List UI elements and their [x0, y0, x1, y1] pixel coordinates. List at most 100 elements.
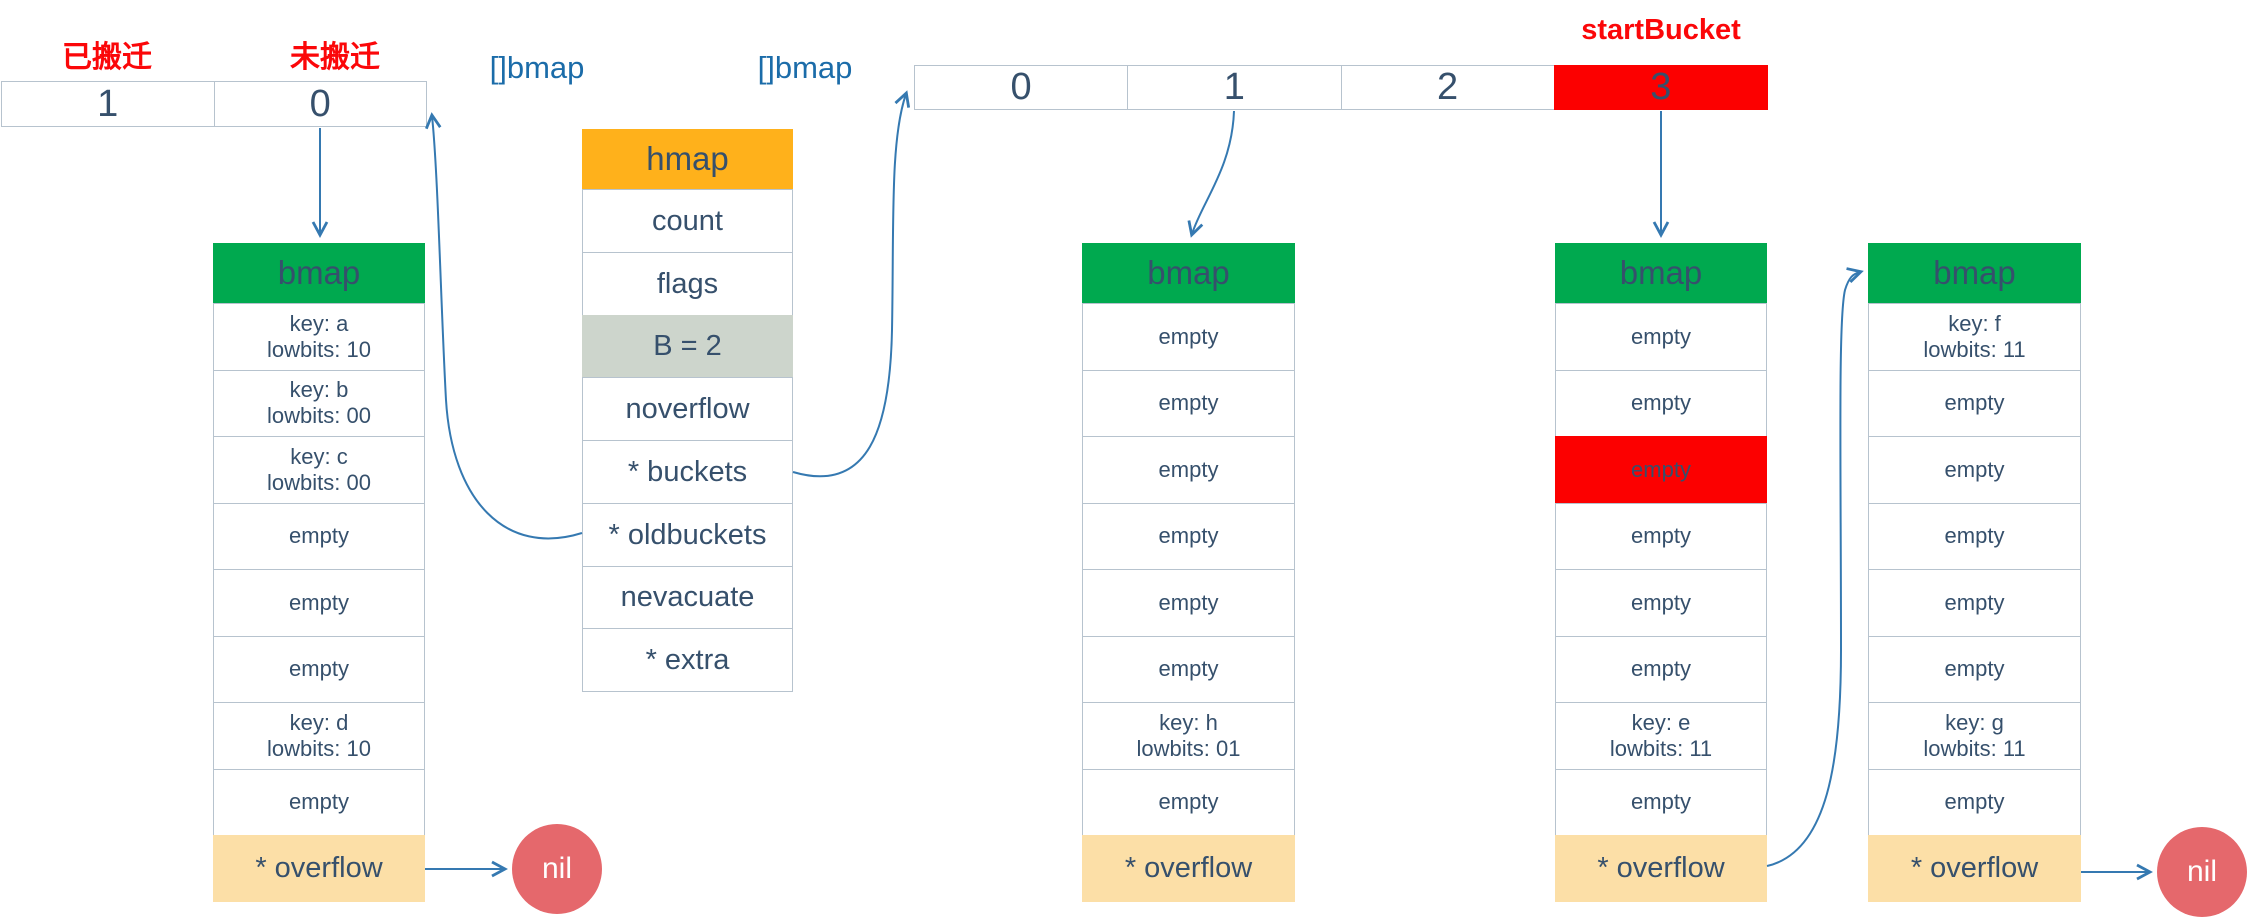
slot-line: empty — [1158, 656, 1219, 682]
bucket-column-3: bmap empty empty empty empty empty empty… — [1555, 243, 1767, 902]
bucket-1-slot-3: empty — [213, 502, 425, 570]
slice-label-buckets: []bmap — [757, 50, 853, 85]
bucket-3-overflow: * overflow — [1555, 835, 1767, 902]
slot-line: empty — [1631, 523, 1691, 549]
slot-line: lowbits: 11 — [1923, 735, 2026, 761]
bucket-3-slot-0: empty — [1555, 303, 1767, 371]
bucket-4-slot-0: key: f lowbits: 11 — [1868, 303, 2081, 371]
bucket-3-title: bmap — [1555, 243, 1767, 304]
bucket-4-slot-5: empty — [1868, 635, 2081, 703]
slot-line: empty — [1631, 390, 1691, 416]
bucket-4-slot-1: empty — [1868, 369, 2081, 437]
bucket-4-title: bmap — [1868, 243, 2081, 304]
slot-line: lowbits: 00 — [267, 469, 371, 495]
slot-line: key: d — [289, 709, 349, 735]
slot-line: key: g — [1945, 709, 2004, 735]
bucket-1-slot-0: key: a lowbits: 10 — [213, 303, 425, 371]
bucket-4-slot-3: empty — [1868, 502, 2081, 570]
bucket-column-1: bmap key: a lowbits: 10 key: b lowbits: … — [213, 243, 425, 902]
slot-line: empty — [1944, 589, 2005, 615]
arrow-bucket3-overflow-to-bucket4 — [1766, 267, 1864, 867]
slot-line: empty — [1944, 789, 2005, 815]
bucket-4-slot-2: empty — [1868, 436, 2081, 504]
slot-line: empty — [1944, 456, 2005, 482]
bucket-2-slot-3: empty — [1082, 502, 1295, 570]
bucket-1-overflow: * overflow — [213, 835, 425, 902]
slot-line: lowbits: 11 — [1923, 336, 2026, 362]
hmap-struct-title: hmap — [582, 129, 793, 190]
hmap-field-b: B = 2 — [582, 314, 793, 379]
bucket-4-slot-7: empty — [1868, 768, 2081, 836]
label-evacuated: 已搬迁 — [62, 41, 152, 74]
hmap-field-count: count — [582, 189, 793, 253]
bucket-1-slot-5: empty — [213, 635, 425, 703]
hmap-field-oldbuckets: * oldbuckets — [582, 502, 793, 567]
slot-line: empty — [1158, 523, 1219, 549]
label-not-evacuated: 未搬迁 — [290, 41, 380, 74]
slot-line: empty — [1158, 323, 1219, 349]
bucket-2-slot-4: empty — [1082, 569, 1295, 637]
bucket-2-slot-5: empty — [1082, 635, 1295, 703]
slot-line: key: f — [1948, 310, 2001, 336]
bucket-2-slot-6: key: h lowbits: 01 — [1082, 702, 1295, 770]
new-bucket-cell-1: 1 — [1127, 65, 1342, 110]
bucket-2-title: bmap — [1082, 243, 1295, 304]
bucket-3-slot-3: empty — [1555, 502, 1767, 570]
slot-line: empty — [1631, 789, 1691, 815]
hmap-field-nevacuate: nevacuate — [582, 565, 793, 630]
slot-line: empty — [1158, 589, 1219, 615]
slot-line: empty — [1158, 456, 1219, 482]
hmap-field-flags: flags — [582, 251, 793, 316]
bucket-1-slot-6: key: d lowbits: 10 — [213, 702, 425, 770]
old-buckets-array: 1 0 — [1, 81, 427, 127]
bucket-3-slot-7: empty — [1555, 768, 1767, 836]
slot-line: empty — [1631, 656, 1691, 682]
new-bucket-cell-2: 2 — [1340, 65, 1555, 110]
slot-line: empty — [1631, 589, 1691, 615]
slot-line: empty — [289, 656, 349, 682]
slot-line: empty — [1158, 390, 1219, 416]
slot-line: empty — [1631, 323, 1691, 349]
bucket-1-slot-2: key: c lowbits: 00 — [213, 436, 425, 504]
slot-line: key: e — [1631, 709, 1691, 735]
new-buckets-array: 0 1 2 3 — [914, 65, 1768, 110]
slot-line: key: h — [1159, 709, 1218, 735]
bucket-4-slot-4: empty — [1868, 569, 2081, 637]
nil-node-right: nil — [2157, 827, 2247, 917]
slot-line: key: a — [289, 310, 349, 336]
bucket-3-slot-2-highlighted: empty — [1555, 436, 1767, 504]
slot-line: lowbits: 00 — [267, 403, 371, 429]
slot-line: empty — [1944, 390, 2005, 416]
slot-line: lowbits: 11 — [1609, 735, 1713, 761]
old-bucket-cell-1: 0 — [213, 81, 427, 127]
bucket-2-slot-0: empty — [1082, 303, 1295, 371]
slot-line: empty — [289, 789, 349, 815]
slot-line: key: b — [289, 377, 349, 403]
new-bucket-cell-3-highlighted: 3 — [1553, 65, 1768, 110]
bucket-column-4: bmap key: f lowbits: 11 empty empty empt… — [1868, 243, 2081, 902]
bucket-2-slot-2: empty — [1082, 436, 1295, 504]
slot-line: empty — [289, 589, 349, 615]
slot-line: empty — [1158, 789, 1219, 815]
slot-line: lowbits: 10 — [267, 735, 371, 761]
bucket-4-overflow: * overflow — [1868, 835, 2081, 902]
new-bucket-cell-0: 0 — [914, 65, 1129, 110]
bucket-4-slot-6: key: g lowbits: 11 — [1868, 702, 2081, 770]
old-bucket-cell-0: 1 — [1, 81, 215, 127]
slot-line: lowbits: 10 — [267, 336, 371, 362]
bucket-column-2: bmap empty empty empty empty empty empty… — [1082, 243, 1295, 902]
arrow-oldbuckets-to-old-array — [425, 112, 583, 540]
bucket-3-slot-4: empty — [1555, 569, 1767, 637]
hmap-struct: hmap count flags B = 2 noverflow * bucke… — [582, 129, 793, 692]
bucket-3-slot-5: empty — [1555, 635, 1767, 703]
slot-line: empty — [289, 523, 349, 549]
bucket-2-overflow: * overflow — [1082, 835, 1295, 902]
bucket-2-slot-7: empty — [1082, 768, 1295, 836]
hmap-field-noverflow: noverflow — [582, 377, 793, 441]
arrow-buckets-to-new-array — [792, 90, 911, 478]
bucket-1-title: bmap — [213, 243, 425, 304]
hmap-field-buckets: * buckets — [582, 440, 793, 504]
slot-line: empty — [1631, 456, 1691, 482]
arrow-new-cell1-to-bucket2 — [1187, 110, 1235, 238]
slot-line: empty — [1944, 523, 2005, 549]
